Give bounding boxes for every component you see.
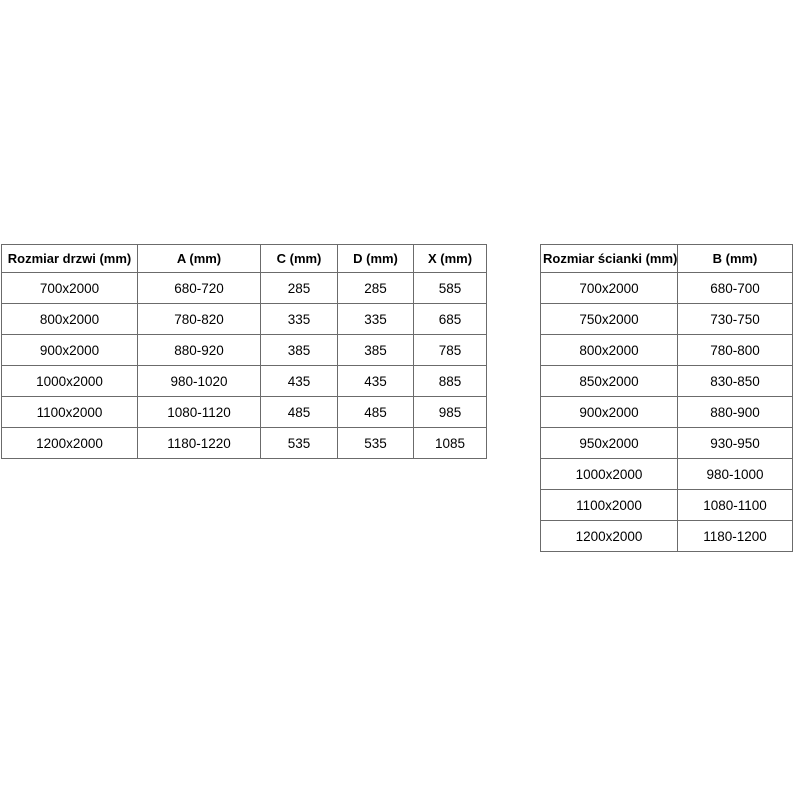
table-cell: 985 <box>413 396 487 428</box>
column-header-rozmiar-scianki: Rozmiar ścianki (mm) <box>540 244 678 273</box>
table-cell: 685 <box>413 303 487 335</box>
table-row: 900x2000 880-920 385 385 785 <box>1 334 487 366</box>
wall-sizes-table: Rozmiar ścianki (mm) B (mm) 700x2000 680… <box>540 244 793 552</box>
table-cell: 1080-1120 <box>137 396 261 428</box>
table-cell: 435 <box>337 365 414 397</box>
table-row: 950x2000 930-950 <box>540 427 793 459</box>
table-cell: 1085 <box>413 427 487 459</box>
table-cell: 780-800 <box>677 334 793 366</box>
table-cell: 485 <box>260 396 338 428</box>
table-cell: 880-920 <box>137 334 261 366</box>
table-cell: 435 <box>260 365 338 397</box>
table-cell: 730-750 <box>677 303 793 335</box>
table-cell: 980-1020 <box>137 365 261 397</box>
table-row: 700x2000 680-700 <box>540 272 793 304</box>
table-row: 900x2000 880-900 <box>540 396 793 428</box>
column-header-x: X (mm) <box>413 244 487 273</box>
table-cell: 900x2000 <box>540 396 678 428</box>
table-cell: 780-820 <box>137 303 261 335</box>
table-cell: 800x2000 <box>1 303 138 335</box>
table-row: 800x2000 780-820 335 335 685 <box>1 303 487 335</box>
table-cell: 1100x2000 <box>540 489 678 521</box>
table-row: 1200x2000 1180-1200 <box>540 520 793 552</box>
table-cell: 785 <box>413 334 487 366</box>
table-row: 800x2000 780-800 <box>540 334 793 366</box>
column-header-rozmiar-drzwi: Rozmiar drzwi (mm) <box>1 244 138 273</box>
table-row: 700x2000 680-720 285 285 585 <box>1 272 487 304</box>
table-cell: 585 <box>413 272 487 304</box>
column-header-b: B (mm) <box>677 244 793 273</box>
table-cell: 535 <box>260 427 338 459</box>
table-cell: 930-950 <box>677 427 793 459</box>
table-cell: 385 <box>337 334 414 366</box>
table-cell: 750x2000 <box>540 303 678 335</box>
table-cell: 830-850 <box>677 365 793 397</box>
table-cell: 1100x2000 <box>1 396 138 428</box>
table-cell: 885 <box>413 365 487 397</box>
table-cell: 800x2000 <box>540 334 678 366</box>
table-row: 1000x2000 980-1000 <box>540 458 793 490</box>
table-cell: 535 <box>337 427 414 459</box>
table-row: 1200x2000 1180-1220 535 535 1085 <box>1 427 487 459</box>
table-cell: 1080-1100 <box>677 489 793 521</box>
table-row: 750x2000 730-750 <box>540 303 793 335</box>
table-row: 1100x2000 1080-1100 <box>540 489 793 521</box>
table-cell: 950x2000 <box>540 427 678 459</box>
table-cell: 700x2000 <box>540 272 678 304</box>
table-cell: 880-900 <box>677 396 793 428</box>
table-cell: 700x2000 <box>1 272 138 304</box>
table-cell: 1180-1200 <box>677 520 793 552</box>
column-header-a: A (mm) <box>137 244 261 273</box>
door-sizes-table: Rozmiar drzwi (mm) A (mm) C (mm) D (mm) … <box>1 244 487 459</box>
table-cell: 485 <box>337 396 414 428</box>
table-cell: 385 <box>260 334 338 366</box>
table-cell: 1200x2000 <box>1 427 138 459</box>
column-header-c: C (mm) <box>260 244 338 273</box>
table-cell: 980-1000 <box>677 458 793 490</box>
table-cell: 285 <box>260 272 338 304</box>
table-row: 850x2000 830-850 <box>540 365 793 397</box>
door-table-header-row: Rozmiar drzwi (mm) A (mm) C (mm) D (mm) … <box>1 244 487 273</box>
table-cell: 900x2000 <box>1 334 138 366</box>
table-cell: 285 <box>337 272 414 304</box>
table-cell: 1000x2000 <box>1 365 138 397</box>
wall-table-header-row: Rozmiar ścianki (mm) B (mm) <box>540 244 793 273</box>
column-header-d: D (mm) <box>337 244 414 273</box>
table-cell: 1200x2000 <box>540 520 678 552</box>
table-cell: 335 <box>260 303 338 335</box>
table-row: 1000x2000 980-1020 435 435 885 <box>1 365 487 397</box>
table-cell: 335 <box>337 303 414 335</box>
table-cell: 1180-1220 <box>137 427 261 459</box>
table-row: 1100x2000 1080-1120 485 485 985 <box>1 396 487 428</box>
table-cell: 680-700 <box>677 272 793 304</box>
table-cell: 850x2000 <box>540 365 678 397</box>
table-cell: 1000x2000 <box>540 458 678 490</box>
table-cell: 680-720 <box>137 272 261 304</box>
